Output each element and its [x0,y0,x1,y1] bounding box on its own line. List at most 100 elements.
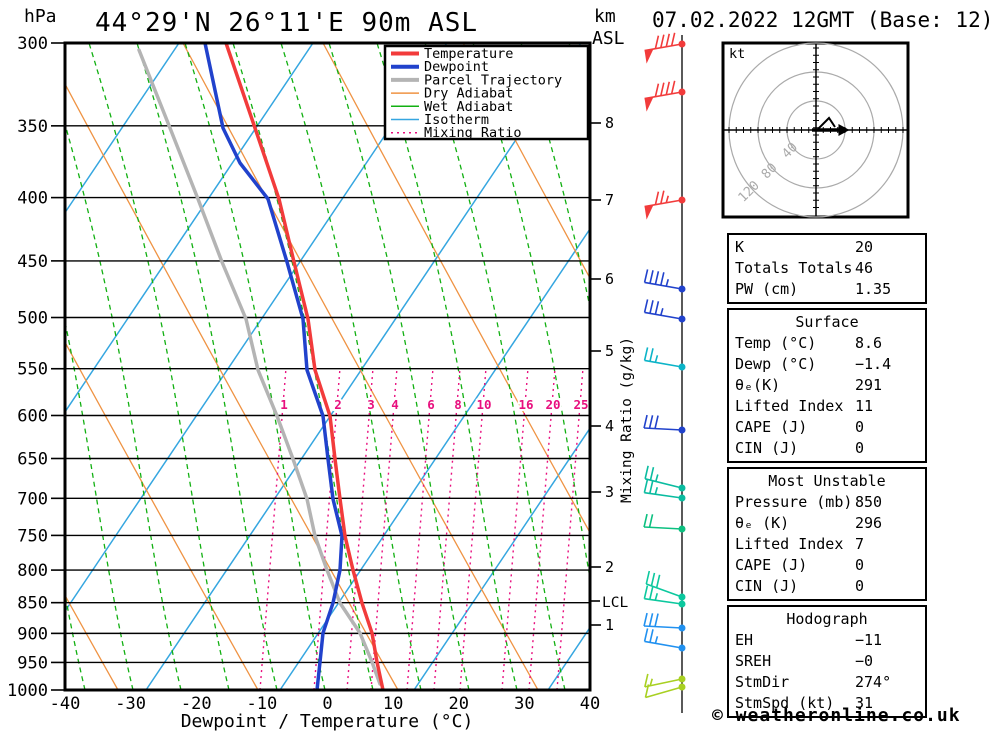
wind-barb [643,347,686,371]
row-label: K [735,238,745,256]
svg-text:450: 450 [17,252,48,272]
wind-barb [645,570,686,601]
indices-table: K 20 Totals Totals 46 PW (cm) 1.35 Surface Temp… [727,233,927,722]
svg-text:7: 7 [605,191,614,209]
table-row: Lifted Index 11 [735,396,919,417]
svg-text:350: 350 [17,117,48,137]
km-axis: 8 7 6 5 4 3 2 1 [590,114,614,634]
wind-barb [643,269,686,293]
table-row: K 20 [735,237,919,258]
row-value: 20 [855,238,874,256]
svg-text:30: 30 [514,694,534,714]
table-row: θₑ(K) 291 [735,375,919,396]
indices-table-section: K 20 Totals Totals 46 PW (cm) 1.35 [727,233,927,304]
row-label: Temp (°C) [735,334,817,352]
row-value: 8.6 [855,334,883,352]
km-axis-asl-label: ASL [592,28,625,49]
svg-text:-40: -40 [50,694,81,714]
svg-text:16: 16 [518,397,533,412]
hodograph-unit-label: kt [729,46,745,62]
svg-text:900: 900 [17,624,48,644]
svg-text:600: 600 [17,406,48,426]
svg-text:700: 700 [17,489,48,509]
row-value: 0 [855,556,865,574]
row-label: Pressure (mb) [735,493,853,511]
svg-text:850: 850 [17,594,48,614]
wind-barb [643,414,686,434]
svg-text:2: 2 [334,397,342,412]
svg-text:800: 800 [17,561,48,581]
row-value: 850 [855,493,883,511]
svg-text:8: 8 [605,114,614,132]
table-row: PW (cm) 1.35 [735,279,919,300]
svg-text:950: 950 [17,653,48,673]
temperature-curve [224,43,385,690]
svg-text:1: 1 [280,397,288,412]
svg-text:-10: -10 [247,694,278,714]
table-row: CIN (J) 0 [735,576,919,597]
row-value: −1.4 [855,355,892,373]
svg-text:2: 2 [605,558,614,576]
row-label: StmDir [735,673,790,691]
table-row: SREH −0 [735,651,919,672]
svg-text:Wet Adiabat: Wet Adiabat [424,99,513,115]
dewpoint-curve [203,43,344,690]
svg-text:300: 300 [17,34,48,54]
mixing-ratio-axis-title: Mixing Ratio (g/kg) [619,337,635,503]
row-label: θₑ (K) [735,514,790,532]
table-row: CIN (J) 0 [735,438,919,459]
wind-barb [644,683,686,699]
km-axis-unit-label: km [594,6,616,27]
row-value: 0 [855,418,865,436]
row-label: Dewp (°C) [735,355,817,373]
svg-text:750: 750 [17,526,48,546]
row-value: 11 [855,397,874,415]
svg-text:10: 10 [476,397,491,412]
table-row: StmSpd (kt) 31 [735,693,919,714]
row-label: StmSpd (kt) [735,694,835,712]
table-row: StmDir 274° [735,672,919,693]
wind-barb [643,299,686,323]
wind-barb [643,612,686,632]
row-label: θₑ(K) [735,376,781,394]
svg-text:Isotherm: Isotherm [424,112,489,128]
svg-text:1000: 1000 [7,681,48,701]
wind-barb [643,585,686,608]
svg-text:20: 20 [545,397,560,412]
svg-text:Temperature: Temperature [424,46,513,62]
row-value: 46 [855,259,874,277]
storm-motion-arrow [812,116,850,136]
section-title: Surface [795,313,859,331]
svg-text:6: 6 [605,270,614,288]
row-label: EH [735,631,754,649]
wind-barb [643,479,686,502]
lcl-marker-label: LCL [602,595,628,611]
svg-text:20: 20 [449,694,469,714]
row-label: CAPE (J) [735,418,808,436]
svg-text:Dry Adiabat: Dry Adiabat [424,86,513,102]
svg-text:1: 1 [605,616,614,634]
temperature-axis-title: Dewpoint / Temperature (°C) [181,711,474,732]
row-value: 7 [855,535,865,553]
svg-text:500: 500 [17,309,48,329]
indices-table-section: Most Unstable Pressure (mb) 850 θₑ (K) 296 Li… [727,467,927,601]
row-value: −0 [855,652,874,670]
pressure-axis-unit-label: hPa [24,6,57,27]
row-value: −11 [855,631,883,649]
svg-text:Parcel Trajectory: Parcel Trajectory [424,72,562,88]
row-value: 296 [855,514,883,532]
svg-text:-30: -30 [115,694,146,714]
wind-barb [643,513,686,533]
svg-text:5: 5 [605,342,614,360]
table-row: CAPE (J) 0 [735,417,919,438]
wind-barb [644,465,686,492]
run-datetime-label: 07.02.2022 12GMT (Base: 12) [652,8,994,32]
table-row: Temp (°C) 8.6 [735,333,919,354]
wind-barb [644,32,686,64]
row-value: 1.35 [855,280,892,298]
table-row: EH −11 [735,630,919,651]
svg-text:4: 4 [391,397,399,412]
